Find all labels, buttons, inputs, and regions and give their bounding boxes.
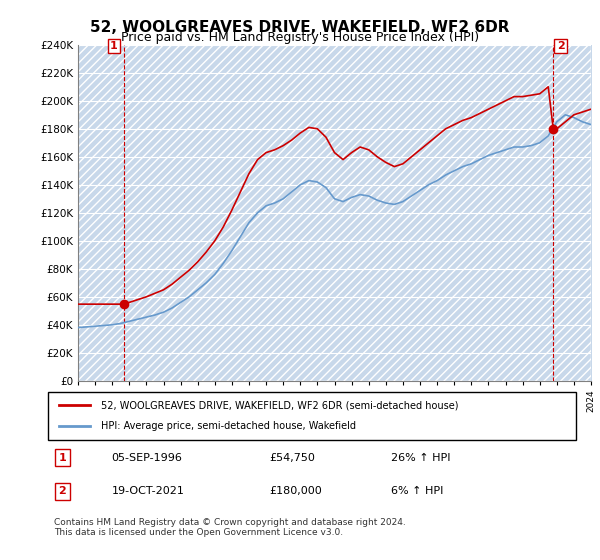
Text: 2: 2 [557, 41, 565, 51]
Text: 6% ↑ HPI: 6% ↑ HPI [391, 487, 443, 496]
Text: £180,000: £180,000 [270, 487, 323, 496]
Text: Price paid vs. HM Land Registry's House Price Index (HPI): Price paid vs. HM Land Registry's House … [121, 31, 479, 44]
Text: 1: 1 [59, 453, 67, 463]
Text: Contains HM Land Registry data © Crown copyright and database right 2024.
This d: Contains HM Land Registry data © Crown c… [54, 518, 406, 538]
Text: HPI: Average price, semi-detached house, Wakefield: HPI: Average price, semi-detached house,… [101, 421, 356, 431]
Text: 2: 2 [59, 487, 67, 496]
FancyBboxPatch shape [48, 392, 576, 440]
Text: 05-SEP-1996: 05-SEP-1996 [112, 453, 182, 463]
Text: £54,750: £54,750 [270, 453, 316, 463]
Text: 52, WOOLGREAVES DRIVE, WAKEFIELD, WF2 6DR: 52, WOOLGREAVES DRIVE, WAKEFIELD, WF2 6D… [90, 20, 510, 35]
Text: 19-OCT-2021: 19-OCT-2021 [112, 487, 184, 496]
Text: 52, WOOLGREAVES DRIVE, WAKEFIELD, WF2 6DR (semi-detached house): 52, WOOLGREAVES DRIVE, WAKEFIELD, WF2 6D… [101, 400, 458, 410]
Text: 1: 1 [110, 41, 118, 51]
Text: 26% ↑ HPI: 26% ↑ HPI [391, 453, 451, 463]
